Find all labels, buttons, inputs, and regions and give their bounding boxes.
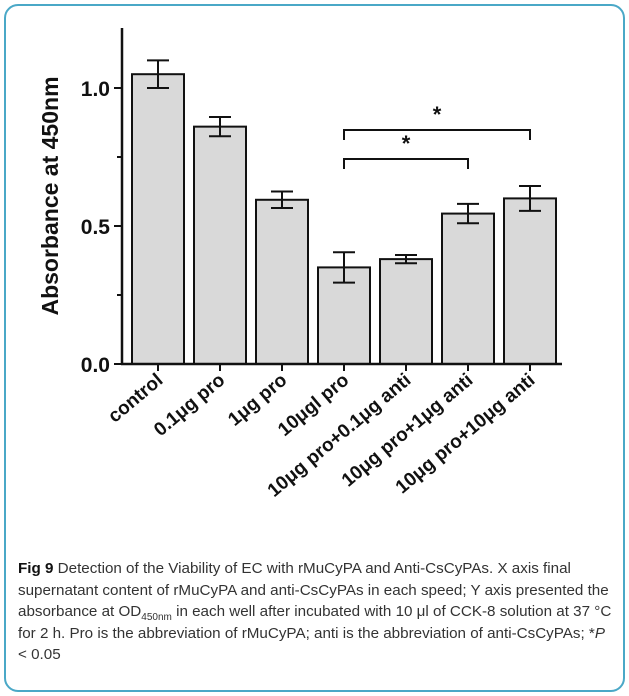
caption-label: Fig 9 xyxy=(18,560,54,577)
significance-bracket-1 xyxy=(343,129,531,140)
caption-subscript: 450nm xyxy=(141,612,172,624)
caption-text-3: < 0.05 xyxy=(18,646,61,663)
bar-0 xyxy=(131,73,185,365)
bar-1 xyxy=(193,125,247,365)
caption-text-2: in each well after incubated with 10 μl … xyxy=(18,603,612,642)
bar-2 xyxy=(255,198,309,365)
figure-frame: Absorbance at 450nm 0.0 0.5 1.0 control 0.1μg… xyxy=(4,4,625,692)
y-tick-label-2: 1.0 xyxy=(81,78,110,101)
y-axis-label: Absorbance at 450nm xyxy=(37,76,63,315)
significance-bracket-0 xyxy=(343,158,469,169)
bar-4 xyxy=(379,258,433,365)
significance-label-1: * xyxy=(433,102,442,127)
bar-5 xyxy=(441,212,495,365)
y-tick-label-1: 0.5 xyxy=(81,216,111,239)
bar-chart: Absorbance at 450nm0.00.51.0control0.1μg… xyxy=(37,28,562,502)
significance-label-0: * xyxy=(402,131,411,156)
y-tick-label-0: 0.0 xyxy=(81,354,110,377)
figure-caption: Fig 9 Detection of the Viability of EC w… xyxy=(18,558,614,666)
caption-p-symbol: P xyxy=(594,624,605,642)
caption-text-1: Detection of the Viability of EC with rM… xyxy=(18,560,609,620)
bar-6 xyxy=(503,197,557,365)
